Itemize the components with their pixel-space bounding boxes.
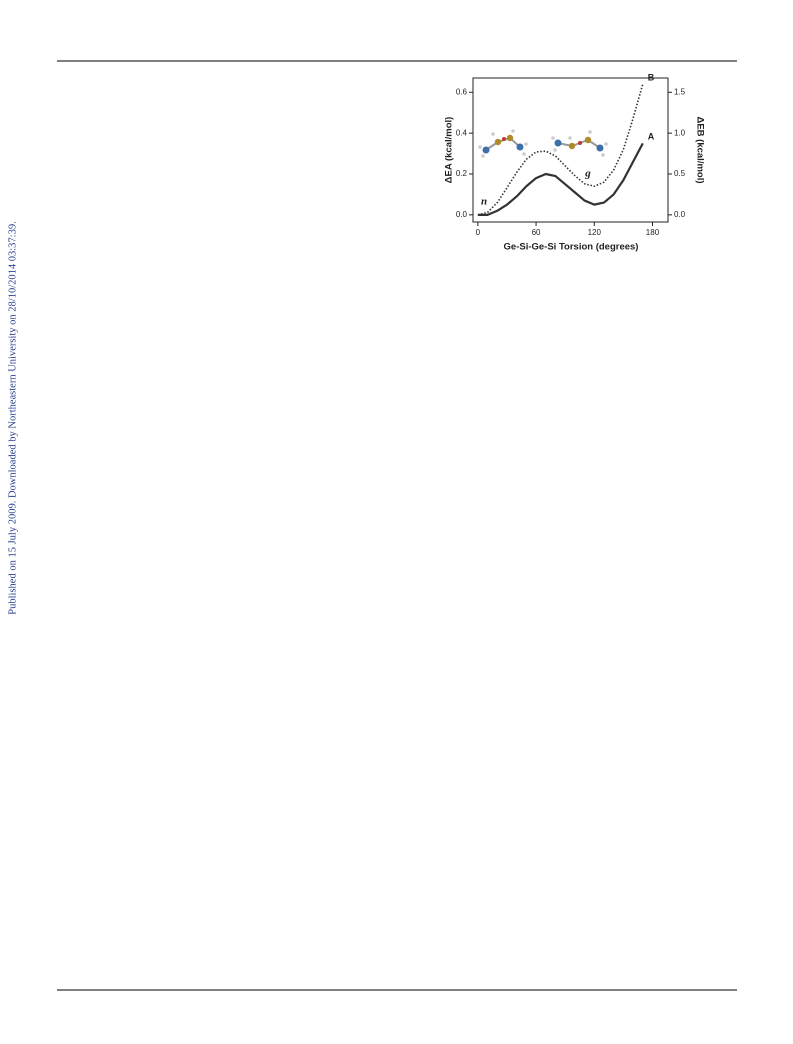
y2-axis-label: ΔEB (kcal/mol) — [694, 116, 705, 183]
y-tick-label: 0.6 — [456, 87, 468, 96]
molecule-icon — [551, 130, 608, 157]
curve-annotation: n — [481, 196, 487, 208]
x-axis-label: Ge-Si-Ge-Si Torsion (degrees) — [504, 242, 639, 253]
x-tick-label: 0 — [476, 228, 481, 237]
molecule-icon — [478, 129, 528, 158]
y2-tick-label: 0.5 — [674, 169, 686, 178]
y-axis-label: ΔEA (kcal/mol) — [444, 117, 455, 184]
x-tick-label: 60 — [532, 228, 541, 237]
series-label: B — [648, 73, 655, 83]
series-line — [477, 83, 644, 216]
y2-tick-label: 1.0 — [674, 128, 686, 137]
y-tick-label: 0.4 — [456, 128, 468, 137]
y2-tick-label: 0.0 — [674, 210, 686, 219]
series-line — [477, 142, 644, 216]
y2-tick-label: 1.5 — [674, 87, 686, 96]
x-tick-label: 180 — [646, 228, 660, 237]
series-label: A — [648, 132, 655, 142]
x-tick-label: 120 — [588, 228, 602, 237]
plot-frame — [472, 77, 669, 223]
y-tick-label: 0.2 — [456, 169, 468, 178]
sidebar-note: Published on 15 July 2009. Downloaded by… — [7, 221, 18, 614]
y-tick-label: 0.0 — [456, 210, 468, 219]
curve-annotation: g — [584, 168, 591, 180]
